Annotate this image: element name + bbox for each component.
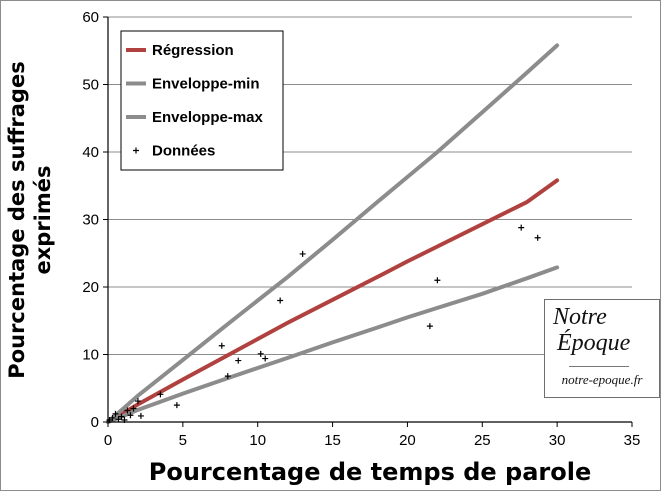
x-tick-label-7: 35 [624, 432, 641, 449]
legend-swatch-donnees [133, 147, 139, 154]
series-line-regression [106, 178, 560, 424]
legend-box [120, 30, 284, 171]
data-point-2 [112, 410, 119, 417]
legend: Régression Enveloppe-min Enveloppe-max Donn… [120, 30, 284, 171]
y-axis-title-line2: exprimés [31, 166, 55, 275]
watermark-rule [569, 366, 629, 367]
x-tick-labels: 0 5 10 15 20 25 30 35 [104, 432, 641, 449]
data-point-18 [277, 297, 284, 304]
y-tick-label-5: 50 [82, 77, 99, 94]
y-tick-label-2: 20 [82, 279, 99, 296]
x-tick-label-2: 10 [249, 432, 266, 449]
data-point-6 [124, 407, 131, 414]
data-point-4 [118, 413, 125, 420]
watermark-epoque: Époque [557, 330, 631, 356]
data-point-9 [134, 398, 141, 405]
data-point-13 [218, 342, 225, 349]
data-point-7 [127, 412, 134, 419]
series-line-enveloppe-max [106, 43, 560, 424]
legend-label-enveloppe-min: Enveloppe-min [152, 76, 260, 93]
data-point-16 [257, 350, 264, 357]
y-axis-title-line1: Pourcentage des suffrages [5, 61, 29, 378]
x-axis-title: Pourcentage de temps de parole [149, 458, 591, 486]
y-tick-label-0: 0 [91, 414, 99, 431]
data-point-17 [262, 355, 269, 362]
data-point-12 [173, 402, 180, 409]
y-tick-label-6: 60 [82, 9, 99, 26]
legend-label-donnees: Données [152, 143, 215, 160]
y-tick-label-3: 30 [82, 212, 99, 229]
x-tick-label-0: 0 [104, 432, 112, 449]
data-point-23 [534, 234, 541, 241]
x-tick-label-5: 25 [474, 432, 491, 449]
y-tick-label-4: 40 [82, 144, 99, 161]
series-line-enveloppe-min [106, 265, 560, 424]
x-tick-label-1: 5 [179, 432, 187, 449]
legend-label-regression: Régression [152, 42, 234, 59]
data-point-22 [518, 224, 525, 231]
data-point-3 [115, 416, 122, 423]
series-layer [106, 43, 560, 424]
watermark-notre: Notre [553, 304, 607, 330]
data-point-20 [426, 323, 433, 330]
data-point-19 [299, 250, 306, 257]
legend-label-enveloppe-max: Enveloppe-max [152, 109, 264, 126]
axes [103, 16, 633, 427]
watermark-url: notre-epoque.fr [561, 372, 643, 387]
x-tick-label-4: 20 [399, 432, 416, 449]
data-point-8 [130, 405, 137, 412]
data-point-14 [224, 373, 231, 380]
x-tick-label-6: 30 [549, 432, 566, 449]
y-tick-labels: 0 10 20 30 40 50 60 [82, 9, 99, 431]
data-point-21 [434, 277, 441, 284]
data-point-15 [235, 357, 242, 364]
data-point-10 [137, 412, 144, 419]
y-tick-label-1: 10 [82, 347, 99, 364]
data-point-1 [109, 414, 116, 421]
watermark-notre-epoque: Notre Époque notre-epoque.fr [544, 299, 660, 398]
data-point-11 [157, 391, 164, 398]
x-tick-label-3: 15 [324, 432, 341, 449]
